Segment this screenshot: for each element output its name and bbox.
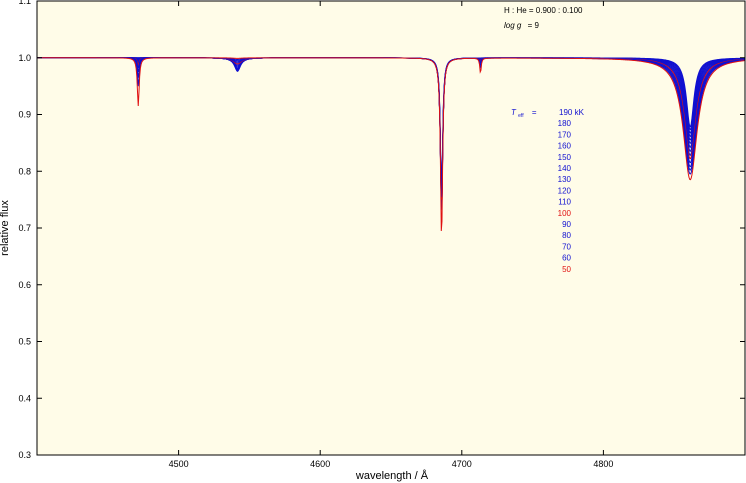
legend-entry: 50 (562, 265, 571, 274)
composition-annotation: H : He = 0.900 : 0.100 (504, 6, 583, 15)
x-tick-label: 4600 (310, 459, 330, 469)
spectrum-line-50 (37, 57, 745, 231)
spectrum-curves (37, 57, 745, 231)
x-tick-label: 4800 (593, 459, 613, 469)
legend-entry: 70 (562, 242, 571, 251)
legend-entry: 130 (558, 175, 572, 184)
legend-entry: 90 (562, 220, 571, 229)
y-tick-label: 0.5 (18, 337, 31, 347)
x-axis: 4500 4600 4700 4800 (169, 1, 613, 469)
legend-entry: 190 kK (559, 108, 585, 117)
logg-label: log g (504, 21, 522, 30)
legend-entry: 140 (558, 164, 572, 173)
y-tick-label: 0.8 (18, 166, 31, 176)
y-tick-label: 0.6 (18, 280, 31, 290)
plot-background (37, 1, 745, 455)
y-tick-label: 0.7 (18, 223, 31, 233)
legend-entry: 80 (562, 231, 571, 240)
legend-entry: 150 (558, 153, 572, 162)
y-tick-label: 0.9 (18, 110, 31, 120)
legend-entry: 120 (558, 186, 572, 195)
legend-entry: 60 (562, 254, 571, 263)
logg-value: = 9 (528, 21, 540, 30)
y-axis: 0.3 0.4 0.5 0.6 0.7 0.8 0.9 1.0 1.1 (18, 0, 745, 460)
logg-annotation: log g = 9 (504, 21, 539, 30)
legend-title-eq: = (532, 108, 537, 117)
y-tick-label: 0.3 (18, 450, 31, 460)
legend: T eff = 190 kK 180 170 160 150 140 130 120 110 10… (511, 108, 585, 274)
y-tick-label: 1.1 (18, 0, 31, 6)
legend-entry: 170 (558, 130, 572, 139)
legend-entry: 100 (558, 209, 572, 218)
y-tick-label: 1.0 (18, 53, 31, 63)
legend-title: T eff = (511, 108, 537, 119)
legend-title-sub: eff (518, 113, 524, 119)
legend-entry: 110 (558, 198, 571, 207)
x-tick-label: 4500 (169, 459, 189, 469)
legend-entry: 180 (558, 119, 572, 128)
y-tick-label: 0.4 (18, 393, 31, 403)
legend-entry: 160 (558, 142, 572, 151)
x-tick-label: 4700 (452, 459, 472, 469)
x-axis-label: wavelength / Å (355, 469, 429, 482)
legend-title-t: T (511, 108, 517, 117)
legend-entries: 190 kK 180 170 160 150 140 130 120 110 100 90 80 70 6… (558, 108, 585, 274)
y-axis-label: relative flux (0, 200, 11, 256)
